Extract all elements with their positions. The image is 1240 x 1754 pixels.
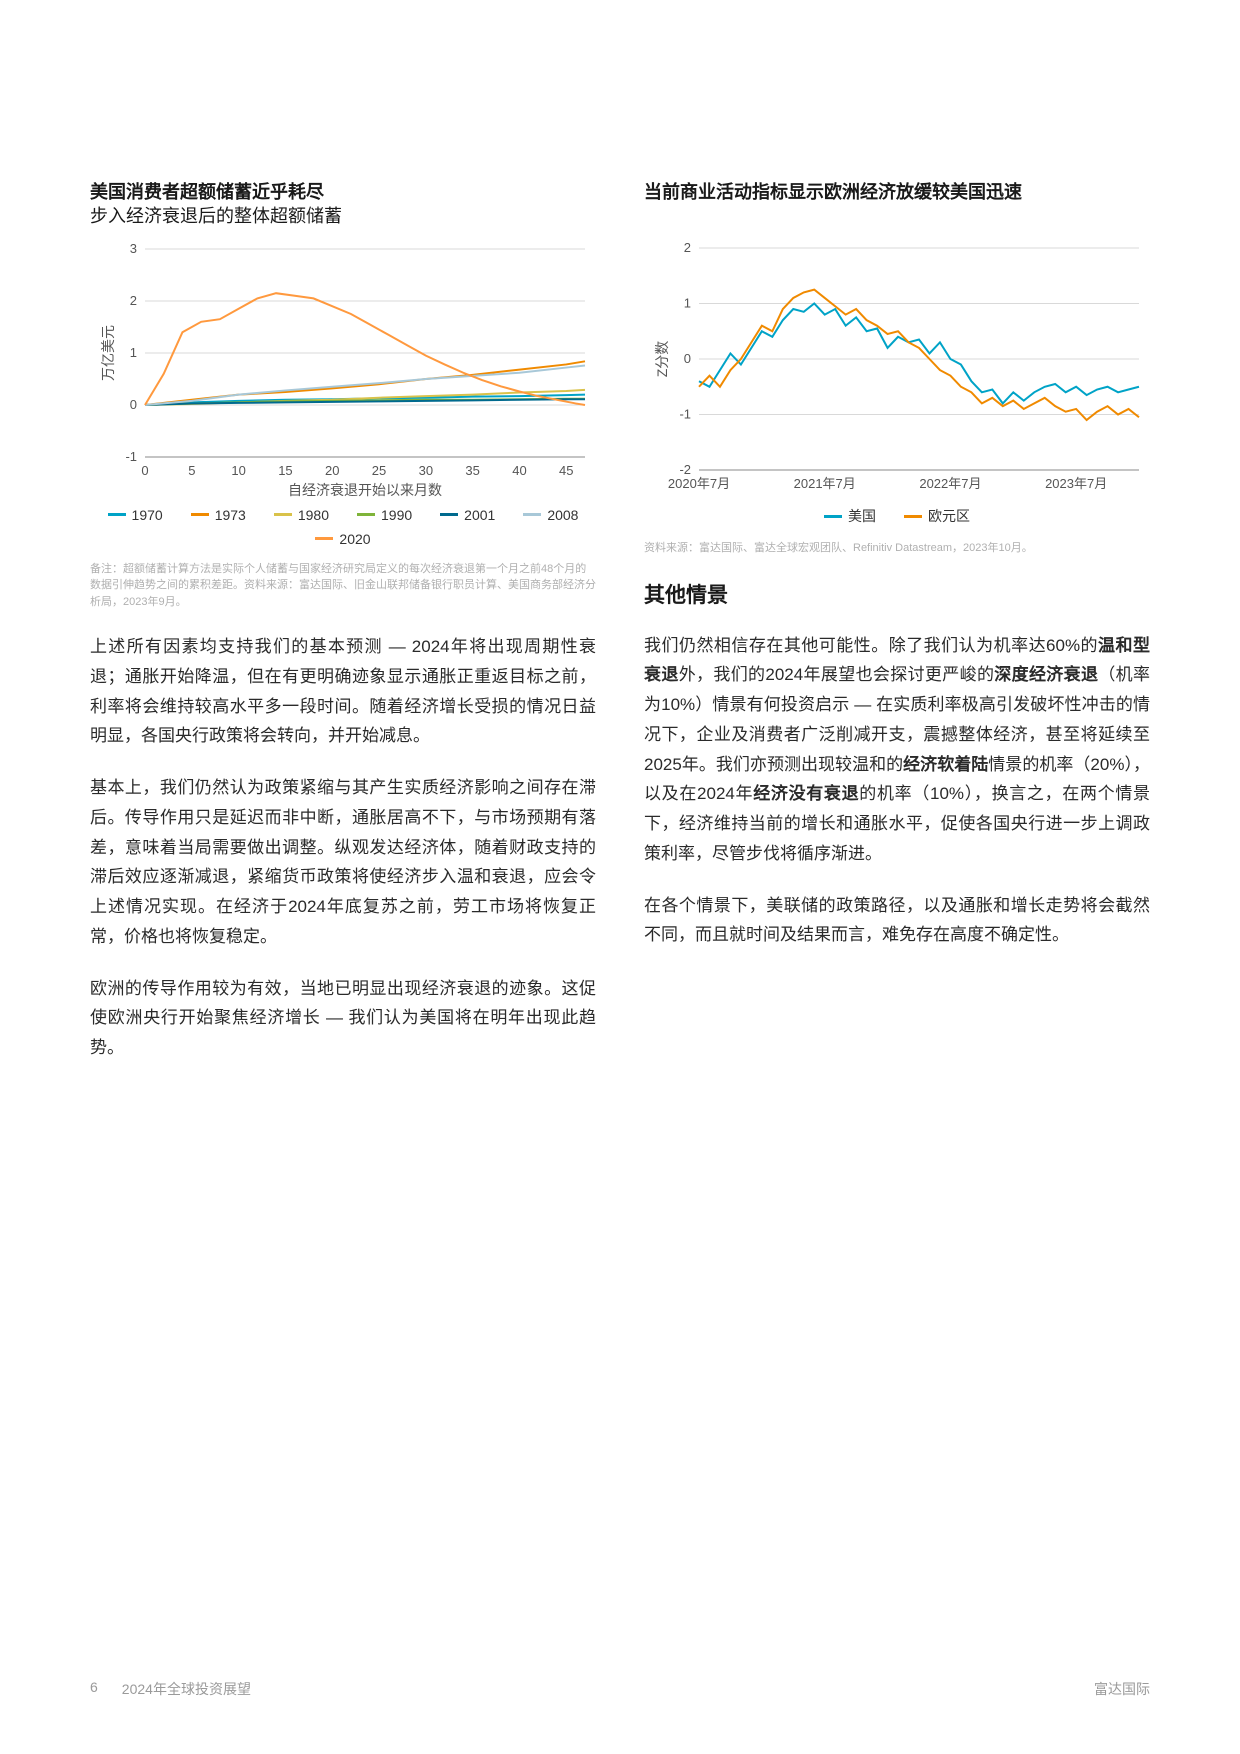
- legend-swatch: [191, 513, 209, 516]
- legend-label: 1990: [381, 507, 412, 523]
- legend-swatch: [108, 513, 126, 516]
- svg-text:1: 1: [684, 296, 691, 311]
- svg-text:2: 2: [130, 293, 137, 308]
- svg-text:15: 15: [278, 463, 292, 478]
- legend-label: 美国: [848, 506, 876, 526]
- svg-text:0: 0: [684, 351, 691, 366]
- brand-name: 富达国际: [1094, 1679, 1150, 1699]
- svg-text:自经济衰退开始以来月数: 自经济衰退开始以来月数: [288, 482, 442, 498]
- svg-text:5: 5: [188, 463, 195, 478]
- left-column: 美国消费者超额储蓄近乎耗尽 步入经济衰退后的整体超额储蓄 -1012305101…: [90, 180, 596, 1063]
- legend-label: 1973: [215, 507, 246, 523]
- legend-swatch: [274, 513, 292, 516]
- legend-item: 美国: [824, 506, 876, 526]
- legend-label: 1980: [298, 507, 329, 523]
- svg-text:1: 1: [130, 345, 137, 360]
- legend-label: 2001: [464, 507, 495, 523]
- legend-label: 欧元区: [928, 506, 970, 526]
- legend-item: 1970: [108, 507, 163, 523]
- chart1-legend: 1970 1973 1980 1990 2001 2008 2020: [90, 507, 596, 547]
- svg-text:3: 3: [130, 241, 137, 256]
- left-para-3: 欧洲的传导作用较为有效，当地已明显出现经济衰退的迹象。这促使欧洲央行开始聚焦经济…: [90, 974, 596, 1063]
- left-para-1: 上述所有因素均支持我们的基本预测 — 2024年将出现周期性衰退；通胀开始降温，…: [90, 632, 596, 751]
- svg-text:2021年7月: 2021年7月: [794, 476, 856, 491]
- legend-swatch: [523, 513, 541, 516]
- legend-item: 1980: [274, 507, 329, 523]
- right-para-1: 我们仍然相信存在其他可能性。除了我们认为机率达60%的温和型衰退外，我们的202…: [644, 631, 1150, 869]
- chart2-footnote: 资料来源：富达国际、富达全球宏观团队、Refinitiv Datastream，…: [644, 540, 1150, 557]
- svg-text:40: 40: [512, 463, 526, 478]
- legend-label: 2008: [547, 507, 578, 523]
- legend-swatch: [904, 515, 922, 518]
- legend-item: 2020: [315, 531, 370, 547]
- page-footer: 6 2024年全球投资展望 富达国际: [90, 1679, 1150, 1699]
- legend-item: 1973: [191, 507, 246, 523]
- svg-text:万亿美元: 万亿美元: [100, 325, 116, 381]
- svg-text:25: 25: [372, 463, 386, 478]
- right-para-2: 在各个情景下，美联储的政策路径，以及通胀和增长走势将会截然不同，而且就时间及结果…: [644, 891, 1150, 951]
- svg-text:0: 0: [141, 463, 148, 478]
- chart1-subtitle: 步入经济衰退后的整体超额储蓄: [90, 204, 596, 228]
- chart1: -10123051015202530354045万亿美元自经济衰退开始以来月数: [90, 239, 596, 499]
- svg-text:2022年7月: 2022年7月: [919, 476, 981, 491]
- legend-swatch: [440, 513, 458, 516]
- doc-title: 2024年全球投资展望: [122, 1679, 251, 1699]
- svg-text:-1: -1: [679, 407, 691, 422]
- svg-text:2: 2: [684, 240, 691, 255]
- svg-text:-1: -1: [125, 449, 137, 464]
- svg-text:-2: -2: [679, 462, 691, 477]
- chart2: -2 -1 0 1 2 2020年7月 2021年7月 2022年7月 2023年7月 Z分数: [644, 238, 1150, 498]
- chart1-title: 美国消费者超额储蓄近乎耗尽: [90, 180, 596, 204]
- legend-item: 2008: [523, 507, 578, 523]
- svg-text:45: 45: [559, 463, 573, 478]
- legend-item: 2001: [440, 507, 495, 523]
- svg-text:2020年7月: 2020年7月: [668, 476, 730, 491]
- legend-item: 欧元区: [904, 506, 970, 526]
- chart2-title: 当前商业活动指标显示欧洲经济放缓较美国迅速: [644, 180, 1150, 228]
- page-number: 6: [90, 1679, 98, 1699]
- legend-swatch: [824, 515, 842, 518]
- svg-text:0: 0: [130, 397, 137, 412]
- svg-text:35: 35: [465, 463, 479, 478]
- legend-label: 1970: [132, 507, 163, 523]
- chart1-footnote: 备注：超额储蓄计算方法是实际个人储蓄与国家经济研究局定义的每次经济衰退第一个月之…: [90, 561, 596, 611]
- left-para-2: 基本上，我们仍然认为政策紧缩与其产生实质经济影响之间存在滞后。传导作用只是延迟而…: [90, 773, 596, 952]
- svg-text:2023年7月: 2023年7月: [1045, 476, 1107, 491]
- legend-label: 2020: [339, 531, 370, 547]
- svg-text:10: 10: [231, 463, 245, 478]
- svg-text:Z分数: Z分数: [654, 341, 670, 378]
- legend-swatch: [315, 537, 333, 540]
- right-column: 当前商业活动指标显示欧洲经济放缓较美国迅速 -2 -1 0 1 2 2020年7月 2021…: [644, 180, 1150, 1063]
- chart2-legend: 美国 欧元区: [644, 506, 1150, 526]
- svg-text:20: 20: [325, 463, 339, 478]
- svg-text:30: 30: [419, 463, 433, 478]
- legend-item: 1990: [357, 507, 412, 523]
- legend-swatch: [357, 513, 375, 516]
- section-heading-other: 其他情景: [644, 579, 1150, 609]
